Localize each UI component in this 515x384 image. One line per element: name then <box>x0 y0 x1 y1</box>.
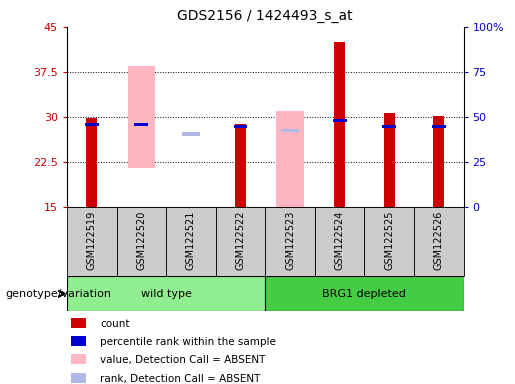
Bar <box>71 354 85 364</box>
Text: GSM122526: GSM122526 <box>434 211 444 270</box>
Bar <box>87 118 97 207</box>
Title: GDS2156 / 1424493_s_at: GDS2156 / 1424493_s_at <box>177 9 353 23</box>
FancyBboxPatch shape <box>414 207 464 276</box>
Bar <box>128 66 155 168</box>
Text: rank, Detection Call = ABSENT: rank, Detection Call = ABSENT <box>100 374 261 384</box>
Bar <box>235 124 246 207</box>
Bar <box>281 129 299 132</box>
FancyBboxPatch shape <box>315 207 365 276</box>
Bar <box>71 336 85 346</box>
FancyBboxPatch shape <box>265 276 464 311</box>
Bar <box>333 119 347 122</box>
Text: count: count <box>100 319 130 329</box>
Text: GSM122524: GSM122524 <box>335 211 345 270</box>
Text: GSM122521: GSM122521 <box>186 211 196 270</box>
FancyBboxPatch shape <box>265 207 315 276</box>
Text: percentile rank within the sample: percentile rank within the sample <box>100 337 276 347</box>
Bar <box>71 318 85 328</box>
Text: BRG1 depleted: BRG1 depleted <box>322 289 406 299</box>
FancyBboxPatch shape <box>67 207 116 276</box>
Text: value, Detection Call = ABSENT: value, Detection Call = ABSENT <box>100 356 266 366</box>
FancyBboxPatch shape <box>166 207 216 276</box>
Bar <box>277 111 304 207</box>
FancyBboxPatch shape <box>116 207 166 276</box>
Bar <box>382 125 396 127</box>
Bar <box>85 123 99 126</box>
Bar <box>433 116 444 207</box>
Text: GSM122525: GSM122525 <box>384 211 394 270</box>
FancyBboxPatch shape <box>67 276 265 311</box>
Bar <box>334 42 345 207</box>
FancyBboxPatch shape <box>216 207 265 276</box>
Text: GSM122520: GSM122520 <box>136 211 146 270</box>
Bar <box>71 372 85 383</box>
FancyBboxPatch shape <box>365 207 414 276</box>
Bar <box>432 125 445 128</box>
Bar <box>134 123 148 126</box>
Bar <box>384 113 394 207</box>
Text: GSM122522: GSM122522 <box>235 211 246 270</box>
Text: GSM122523: GSM122523 <box>285 211 295 270</box>
Bar <box>182 132 199 136</box>
Text: genotype/variation: genotype/variation <box>5 289 111 299</box>
Bar <box>233 125 247 127</box>
Text: GSM122519: GSM122519 <box>87 211 97 270</box>
Text: wild type: wild type <box>141 289 192 299</box>
